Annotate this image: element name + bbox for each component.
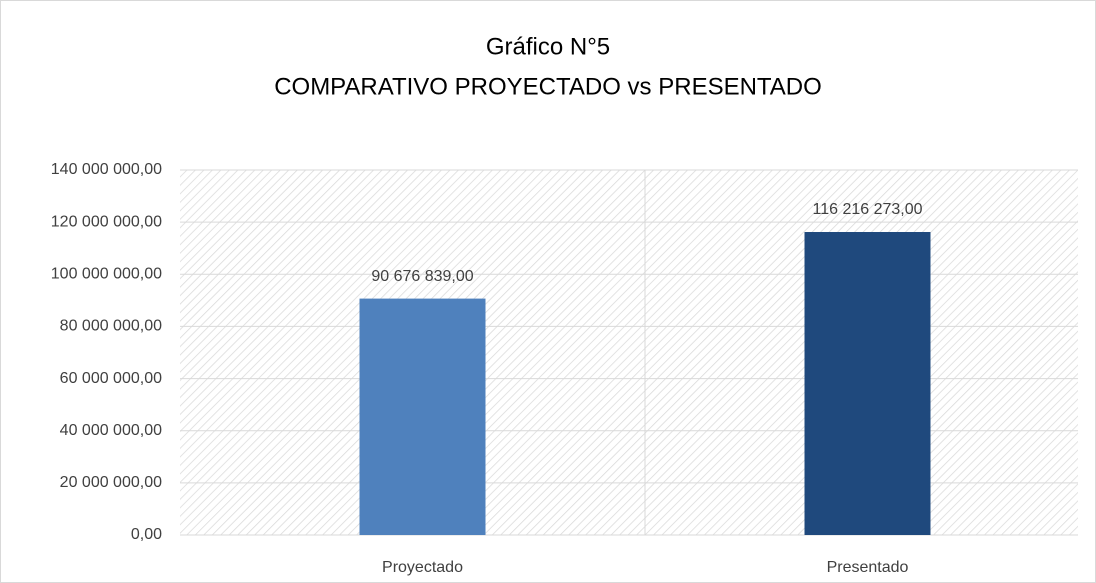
chart-title: Gráfico N°5 [486, 33, 610, 60]
bar [804, 232, 931, 535]
y-tick-label: 120 000 000,00 [51, 213, 162, 230]
x-tick-label: Proyectado [382, 559, 463, 576]
plot-area [180, 170, 1078, 535]
y-tick-label: 140 000 000,00 [51, 161, 162, 178]
data-label: 90 676 839,00 [371, 268, 473, 285]
bar [359, 298, 486, 535]
y-tick-label: 100 000 000,00 [51, 266, 162, 283]
data-label: 116 216 273,00 [812, 201, 922, 218]
y-tick-label: 0,00 [131, 526, 162, 543]
chart-subtitle: COMPARATIVO PROYECTADO vs PRESENTADO [274, 73, 822, 100]
y-tick-label: 60 000 000,00 [60, 370, 162, 387]
y-tick-label: 20 000 000,00 [60, 474, 162, 491]
y-tick-label: 80 000 000,00 [60, 318, 162, 335]
y-tick-label: 40 000 000,00 [60, 422, 162, 439]
x-tick-label: Presentado [827, 559, 909, 576]
